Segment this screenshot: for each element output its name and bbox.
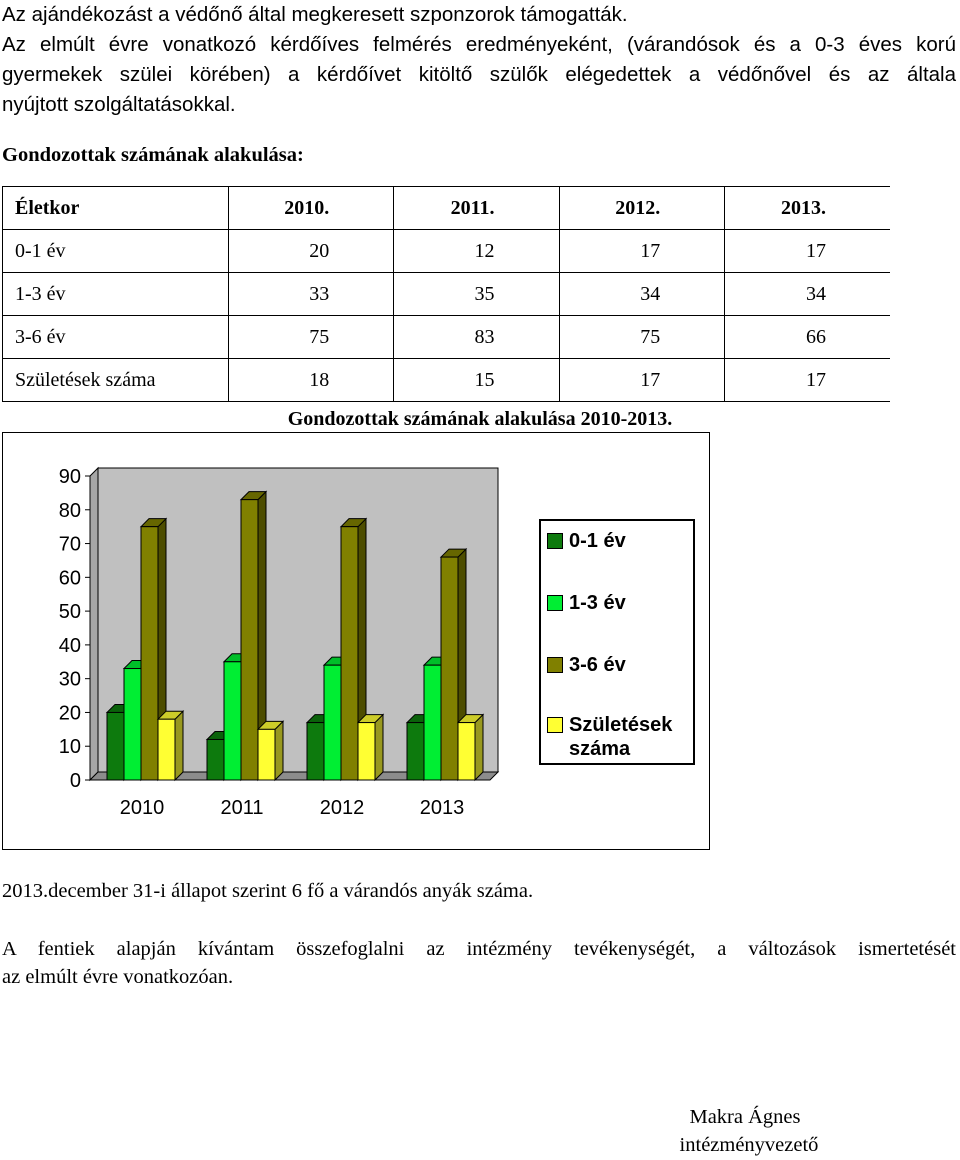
chart-side-wall xyxy=(89,466,99,782)
intro-sentence: Az ajándékozást a védőnő által megkerese… xyxy=(2,3,628,26)
bar xyxy=(357,722,376,781)
closing-paragraph-line-1: A fentiek alapján kívántam összefoglalni… xyxy=(2,938,956,960)
bar-side xyxy=(474,713,484,782)
bar xyxy=(423,664,442,781)
bar xyxy=(157,718,176,781)
table-header-cell: 2013. xyxy=(724,186,890,230)
table-cell: 3-6 év xyxy=(2,315,229,359)
table-header-cell: 2012. xyxy=(558,186,725,230)
table-cell: 83 xyxy=(393,315,559,359)
x-tick-label: 2010 xyxy=(120,797,165,819)
bar xyxy=(123,668,142,781)
table-cell: 1-3 év xyxy=(2,272,229,316)
table-header-cell: Életkor xyxy=(2,186,229,230)
bar xyxy=(106,711,125,781)
y-tick-label: 70 xyxy=(59,534,81,556)
legend-label: 3-6 év xyxy=(569,654,626,676)
y-tick-label: 40 xyxy=(59,635,81,657)
signature-title: intézményvezető xyxy=(679,1134,819,1156)
expectant-mothers-note: 2013.december 31-i állapot szerint 6 fő … xyxy=(2,880,534,902)
legend-label: Születések száma xyxy=(569,714,673,760)
table-cell: Születések száma xyxy=(2,358,229,402)
table-cell: 15 xyxy=(393,358,559,402)
bar xyxy=(306,722,325,781)
survey-paragraph-line-3: nyújtott szolgáltatásokkal. xyxy=(2,93,236,116)
y-tick-label: 50 xyxy=(59,601,81,623)
table-row: 1-3 év 33 35 34 34 xyxy=(2,272,890,316)
caretaker-count-table: Életkor 2010. 2011. 2012. 2013. 0-1 év 2… xyxy=(2,186,890,402)
chart-legend: 0-1 év 1-3 év 3-6 év Születések száma xyxy=(539,519,695,765)
bar xyxy=(206,738,225,781)
legend-label: 1-3 év xyxy=(569,592,626,614)
table-cell: 17 xyxy=(724,358,890,402)
table-cell: 33 xyxy=(227,272,394,316)
legend-swatch xyxy=(547,595,563,611)
table-cell: 17 xyxy=(558,358,725,402)
table-cell: 17 xyxy=(724,229,890,273)
table-row: Születések száma 18 15 17 17 xyxy=(2,358,890,402)
x-tick-label: 2013 xyxy=(420,797,465,819)
bar xyxy=(457,722,476,781)
x-tick-label: 2011 xyxy=(220,797,263,819)
legend-swatch xyxy=(547,717,563,733)
bar xyxy=(323,664,342,781)
y-tick-label: 30 xyxy=(59,669,81,691)
table-cell: 75 xyxy=(227,315,394,359)
bar xyxy=(223,661,242,781)
table-cell: 12 xyxy=(393,229,559,273)
y-tick-label: 10 xyxy=(59,736,81,758)
section-title: Gondozottak számának alakulása: xyxy=(2,144,304,166)
legend-swatch xyxy=(547,657,563,673)
y-tick-label: 80 xyxy=(59,500,81,522)
bar xyxy=(340,526,359,781)
table-row: 0-1 év 20 12 17 17 xyxy=(2,229,890,273)
bar xyxy=(406,722,425,781)
bar xyxy=(140,526,159,781)
y-tick-label: 0 xyxy=(70,770,81,792)
table-header-row: Életkor 2010. 2011. 2012. 2013. xyxy=(2,186,890,230)
table-row: 3-6 év 75 83 75 66 xyxy=(2,315,890,359)
y-tick-label: 60 xyxy=(59,567,81,589)
y-tick-label: 20 xyxy=(59,702,81,724)
table-cell: 20 xyxy=(227,229,394,273)
table-cell: 17 xyxy=(558,229,725,273)
table-cell: 18 xyxy=(227,358,394,402)
chart-title: Gondozottak számának alakulása 2010-2013… xyxy=(287,408,673,430)
bar xyxy=(240,499,259,781)
bar-side xyxy=(374,713,384,782)
bar-chart: 0 10 20 30 40 50 60 70 80 90 2010 2011 2012 2013 0-1 … xyxy=(2,432,710,850)
table-cell: 34 xyxy=(558,272,725,316)
signature-name: Makra Ágnes xyxy=(689,1106,801,1128)
table-cell: 35 xyxy=(393,272,559,316)
legend-swatch xyxy=(547,533,563,549)
table-cell: 66 xyxy=(724,315,890,359)
table-cell: 0-1 év xyxy=(2,229,229,273)
bar xyxy=(440,556,459,781)
survey-paragraph-line-2: gyermekek szülei körében) a kérdőívet ki… xyxy=(2,63,956,86)
bar-chart-canvas: 0 10 20 30 40 50 60 70 80 90 2010 2011 2012 2013 xyxy=(59,466,500,819)
table-header-cell: 2011. xyxy=(393,186,559,230)
y-tick-label: 90 xyxy=(59,466,81,488)
table-cell: 75 xyxy=(558,315,725,359)
survey-paragraph-line-1: Az elmúlt évre vonatkozó kérdőíves felmé… xyxy=(2,33,956,56)
bar-side xyxy=(174,709,184,782)
table-cell: 34 xyxy=(724,272,890,316)
closing-paragraph-line-2: az elmúlt évre vonatkozóan. xyxy=(2,966,234,988)
x-tick-label: 2012 xyxy=(320,797,365,819)
table-header-cell: 2010. xyxy=(227,186,394,230)
bar-side xyxy=(274,720,284,782)
legend-label: 0-1 év xyxy=(569,530,626,552)
bar xyxy=(257,728,276,781)
